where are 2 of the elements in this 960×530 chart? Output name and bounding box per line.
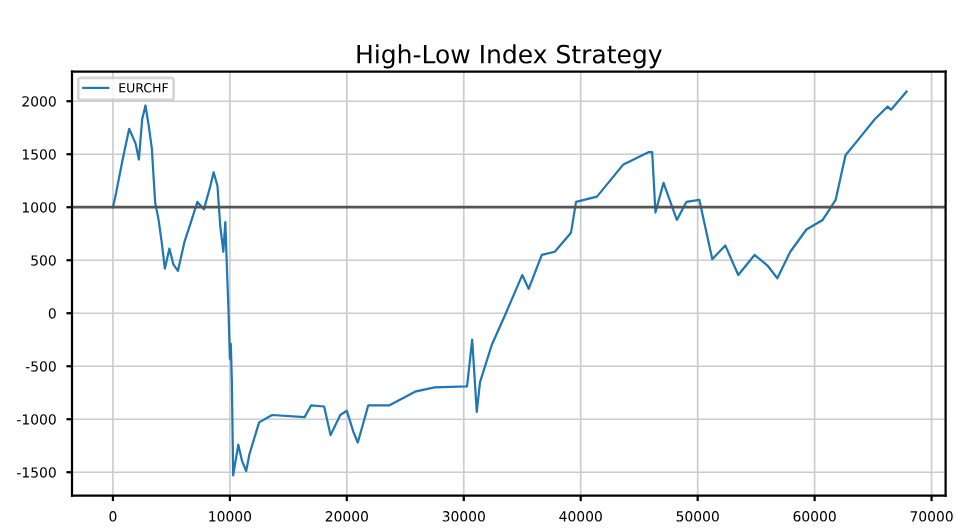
line-series <box>111 90 908 477</box>
chart-title: High-Low Index Strategy <box>357 44 662 69</box>
